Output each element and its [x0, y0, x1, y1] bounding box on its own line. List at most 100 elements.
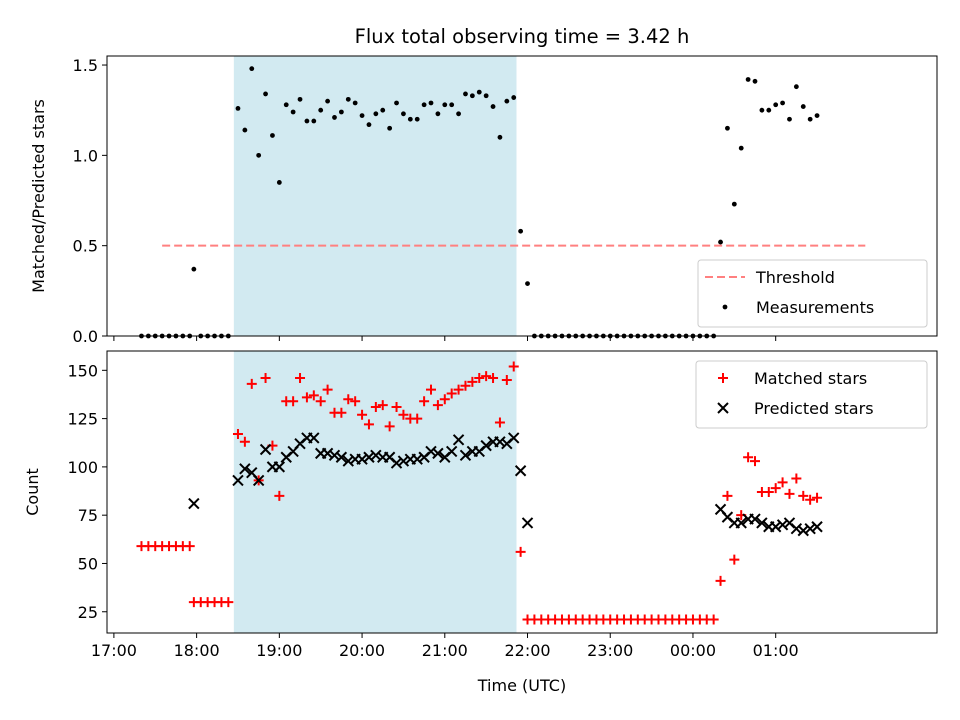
measurement-point — [814, 113, 820, 119]
predicted-star-point — [411, 453, 423, 465]
measurement-point — [290, 109, 296, 115]
measurement-point — [456, 111, 461, 117]
predicted-star-point — [363, 451, 375, 463]
series-matched-stars — [136, 361, 823, 625]
matched-star-point — [729, 554, 740, 565]
matched-star-point — [315, 396, 326, 407]
y-tick-label: 25 — [78, 603, 98, 622]
matched-star-point — [370, 402, 381, 413]
measurement-point — [490, 104, 496, 109]
legend-label: Threshold — [755, 268, 835, 287]
matched-star-point — [750, 456, 761, 467]
observing-window-span — [233, 351, 517, 633]
measurement-point — [725, 125, 730, 131]
measurement-point — [325, 98, 330, 104]
predicted-star-point — [328, 449, 341, 462]
y-axis-label: Count — [23, 468, 42, 516]
predicted-star-point — [459, 449, 472, 462]
legend-label: Matched stars — [754, 369, 867, 388]
y-tick-label: 50 — [78, 554, 98, 573]
matched-star-point — [391, 402, 402, 413]
legend-matched-marker — [718, 373, 728, 383]
matched-star-point — [784, 488, 795, 499]
matched-star-point — [460, 380, 471, 391]
predicted-star-point — [769, 521, 782, 533]
matched-star-point — [715, 575, 726, 586]
measurement-point — [304, 118, 310, 124]
x-tick-label: 23:00 — [587, 641, 633, 660]
measurement-point — [759, 107, 765, 113]
legend: Matched stars Predicted stars — [695, 360, 928, 429]
measurement-point — [752, 78, 758, 84]
predicted-star-point — [342, 455, 354, 467]
legend-label: Measurements — [756, 298, 874, 317]
matched-star-point — [481, 371, 492, 382]
measurement-point — [518, 228, 524, 234]
predicted-star-point — [452, 434, 465, 446]
measurement-point — [442, 102, 448, 108]
x-tick-label: 00:00 — [670, 641, 716, 660]
matched-star-point — [474, 373, 485, 384]
predicted-star-point — [308, 432, 320, 444]
measurement-point — [387, 125, 393, 131]
matched-star-point — [295, 373, 306, 384]
y-tick-label: 125 — [67, 410, 98, 429]
matched-star-point — [777, 477, 788, 488]
matched-star-point — [743, 452, 754, 463]
predicted-star-point — [370, 449, 382, 462]
measurement-point — [366, 122, 372, 128]
x-tick-label: 19:00 — [256, 641, 302, 660]
measurement-point — [807, 116, 813, 122]
matched-star-point — [805, 494, 816, 505]
x-tick-label: 22:00 — [504, 641, 550, 660]
measurement-point — [373, 111, 379, 117]
measurement-point — [780, 100, 785, 106]
matched-star-point — [350, 396, 361, 407]
matched-star-point — [446, 388, 457, 399]
measurement-point — [276, 180, 282, 185]
predicted-star-point — [232, 474, 244, 487]
y-tick-label: 100 — [67, 458, 98, 477]
predicted-star-point — [239, 463, 251, 475]
measurement-point — [311, 118, 317, 124]
matched-star-point — [343, 394, 354, 405]
measurement-point — [504, 98, 510, 104]
y-tick-label: 0.0 — [73, 327, 98, 346]
y-tick-label: 1.5 — [73, 56, 98, 75]
measurement-point — [469, 93, 475, 99]
series-predicted-stars — [188, 432, 823, 537]
predicted-star-point — [521, 517, 534, 529]
measurement-point — [449, 102, 455, 108]
measurement-point — [270, 133, 275, 138]
axes-frame — [106, 350, 938, 634]
matched-star-point — [398, 409, 409, 420]
matched-star-point — [336, 407, 347, 418]
x-tick-label: 18:00 — [174, 641, 220, 660]
matched-star-point — [812, 492, 823, 503]
matched-star-point — [763, 487, 774, 497]
legend: Threshold Measurements — [697, 259, 928, 328]
legend-label: Predicted stars — [754, 399, 874, 418]
matched-star-point — [308, 390, 319, 401]
measurement-point — [800, 104, 806, 109]
series-measurements — [139, 66, 820, 339]
x-axis-label: Time (UTC) — [477, 676, 566, 695]
measurement-point — [256, 152, 262, 158]
measurement-point — [421, 102, 427, 108]
predicted-star-point — [432, 447, 444, 460]
measurement-point — [773, 102, 779, 108]
measurement-point — [338, 109, 344, 115]
measurement-point — [497, 134, 503, 140]
matched-star-point — [223, 597, 234, 608]
chart-title: Flux total observing time = 3.42 h — [355, 25, 690, 48]
predicted-star-point — [494, 436, 506, 448]
matched-star-point — [384, 421, 395, 432]
axes-frame — [106, 55, 938, 337]
predicted-star-point — [514, 465, 527, 477]
measurement-point — [283, 102, 289, 108]
predicted-star-point — [756, 517, 768, 529]
y-tick-label: 0.5 — [73, 237, 98, 256]
measurement-point — [463, 91, 468, 97]
legend-box — [697, 259, 928, 328]
matched-star-point — [791, 473, 802, 484]
